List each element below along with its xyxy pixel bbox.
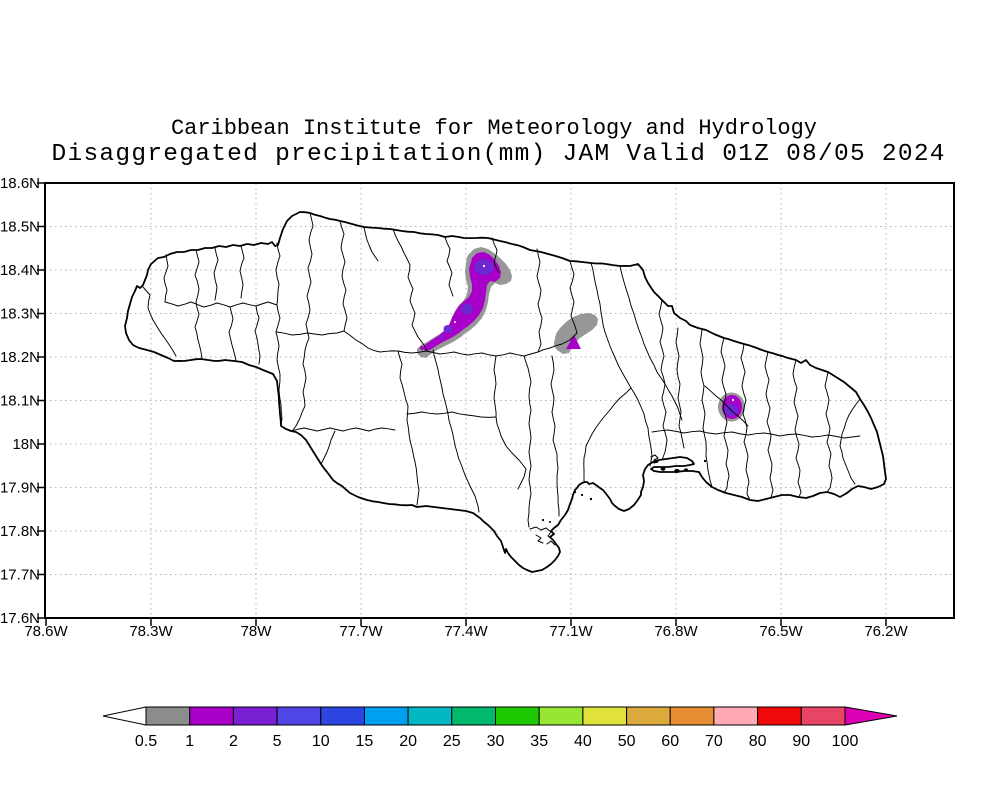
svg-text:80: 80 [749,733,767,750]
svg-text:17.8N: 17.8N [0,523,40,540]
svg-text:18.1N: 18.1N [0,393,40,410]
svg-text:76.5W: 76.5W [759,623,803,640]
svg-text:1: 1 [185,733,194,750]
svg-text:20: 20 [399,733,417,750]
svg-text:100: 100 [832,733,859,750]
svg-text:18.6N: 18.6N [0,175,40,192]
svg-text:0.5: 0.5 [135,733,157,750]
svg-text:15: 15 [356,733,374,750]
svg-text:18N: 18N [12,436,40,453]
svg-text:35: 35 [530,733,548,750]
svg-text:78.6W: 78.6W [24,623,68,640]
svg-text:18.3N: 18.3N [0,306,40,323]
svg-text:18.5N: 18.5N [0,219,40,236]
svg-text:76.8W: 76.8W [654,623,698,640]
svg-text:77.4W: 77.4W [444,623,488,640]
svg-text:Caribbean Institute for Meteor: Caribbean Institute for Meteorology and … [171,116,817,141]
svg-text:40: 40 [574,733,592,750]
svg-text:30: 30 [487,733,505,750]
svg-text:18.2N: 18.2N [0,349,40,366]
svg-text:Disaggregated precipitation(mm: Disaggregated precipitation(mm) JAM Vali… [52,141,945,168]
svg-text:5: 5 [273,733,282,750]
svg-text:90: 90 [792,733,810,750]
svg-text:25: 25 [443,733,461,750]
svg-text:77.1W: 77.1W [549,623,593,640]
svg-text:10: 10 [312,733,330,750]
svg-text:18.4N: 18.4N [0,262,40,279]
svg-text:78W: 78W [241,623,273,640]
svg-text:17.7N: 17.7N [0,567,40,584]
svg-text:78.3W: 78.3W [129,623,173,640]
svg-text:70: 70 [705,733,723,750]
svg-text:77.7W: 77.7W [339,623,383,640]
svg-text:17.9N: 17.9N [0,480,40,497]
svg-text:76.2W: 76.2W [864,623,908,640]
svg-text:50: 50 [618,733,636,750]
svg-text:60: 60 [661,733,679,750]
svg-text:2: 2 [229,733,238,750]
svg-text:17.6N: 17.6N [0,610,40,627]
